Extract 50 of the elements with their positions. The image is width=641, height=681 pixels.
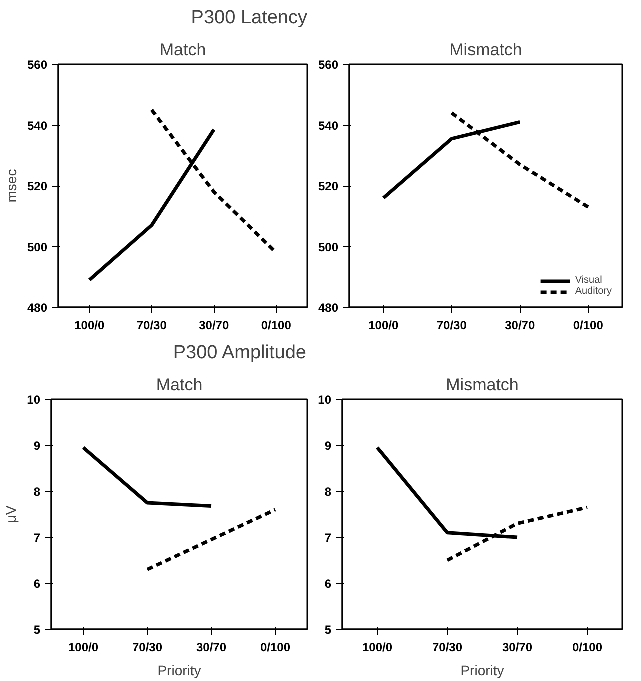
x-tick-label: 100/0: [362, 640, 393, 654]
x-tick-label: 100/0: [368, 318, 399, 332]
y-tick-label: 9: [324, 439, 332, 453]
x-axis-title: Priority: [158, 662, 202, 678]
x-tick-label: 0/100: [572, 640, 603, 654]
x-tick-label: 100/0: [74, 318, 105, 332]
y-tick-label: 520: [27, 180, 48, 194]
y-tick-label: 540: [27, 118, 48, 133]
chart-title: P300 Amplitude: [173, 342, 306, 364]
x-tick-label: 70/30: [136, 318, 168, 332]
chart-subtitle: Mismatch: [450, 40, 522, 60]
y-tick-label: 7: [34, 531, 41, 545]
x-tick-label: 0/100: [261, 318, 292, 332]
y-tick-label: 540: [318, 118, 339, 133]
y-tick-label: 9: [34, 439, 41, 453]
y-axis-title: msec: [3, 169, 20, 203]
y-tick-label: 500: [318, 240, 339, 254]
y-tick-label: 560: [27, 58, 48, 72]
y-tick-label: 480: [318, 301, 339, 315]
chart-subtitle: Match: [160, 40, 206, 60]
x-tick-label: 70/30: [436, 318, 468, 332]
x-tick-label: 30/70: [502, 640, 533, 654]
y-tick-label: 8: [324, 485, 332, 499]
y-tick-label: 5: [34, 623, 41, 637]
y-tick-label: 520: [318, 180, 339, 194]
legend-label: Auditory: [575, 286, 612, 297]
y-axis-title: μV: [3, 505, 20, 524]
y-tick-label: 480: [27, 301, 48, 315]
x-tick-label: 70/30: [432, 640, 463, 654]
y-tick-label: 6: [34, 577, 41, 591]
x-axis-title: Priority: [460, 662, 504, 678]
y-tick-label: 10: [318, 393, 332, 407]
chart-title: P300 Latency: [191, 8, 308, 28]
y-tick-label: 8: [34, 485, 41, 499]
x-tick-label: 100/0: [68, 640, 99, 654]
x-tick-label: 0/100: [573, 318, 604, 332]
y-tick-label: 10: [27, 393, 41, 407]
y-tick-label: 6: [324, 577, 332, 591]
y-tick-label: 7: [324, 531, 332, 545]
chart-subtitle: Mismatch: [446, 376, 519, 394]
chart-subtitle: Match: [156, 376, 203, 394]
x-tick-label: 0/100: [260, 640, 291, 654]
x-tick-label: 30/70: [199, 318, 230, 332]
y-tick-label: 500: [27, 240, 48, 254]
x-tick-label: 70/30: [132, 640, 163, 654]
y-tick-label: 5: [324, 623, 332, 637]
x-tick-label: 30/70: [196, 640, 227, 654]
legend-label: Visual: [575, 275, 602, 286]
y-tick-label: 560: [318, 58, 339, 72]
x-tick-label: 30/70: [505, 318, 536, 332]
